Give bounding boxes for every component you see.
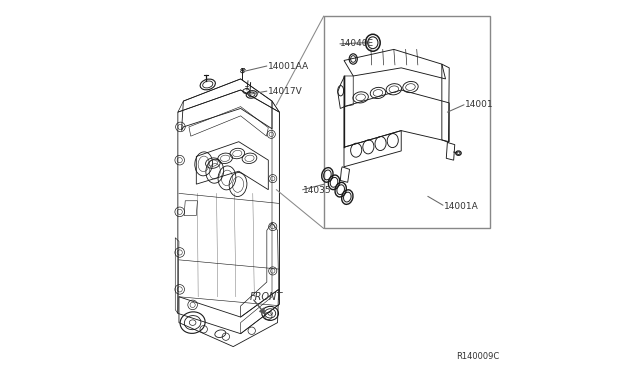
Text: 14001A: 14001A (444, 202, 479, 211)
Text: FRONT: FRONT (250, 292, 283, 302)
Bar (324, 16, 490, 228)
Text: 14035: 14035 (303, 186, 332, 195)
Text: 14017V: 14017V (268, 87, 302, 96)
Text: R140009C: R140009C (456, 352, 500, 361)
Text: 14001AA: 14001AA (268, 61, 308, 71)
Text: 14040E: 14040E (340, 39, 374, 48)
Text: 14001: 14001 (465, 100, 493, 109)
